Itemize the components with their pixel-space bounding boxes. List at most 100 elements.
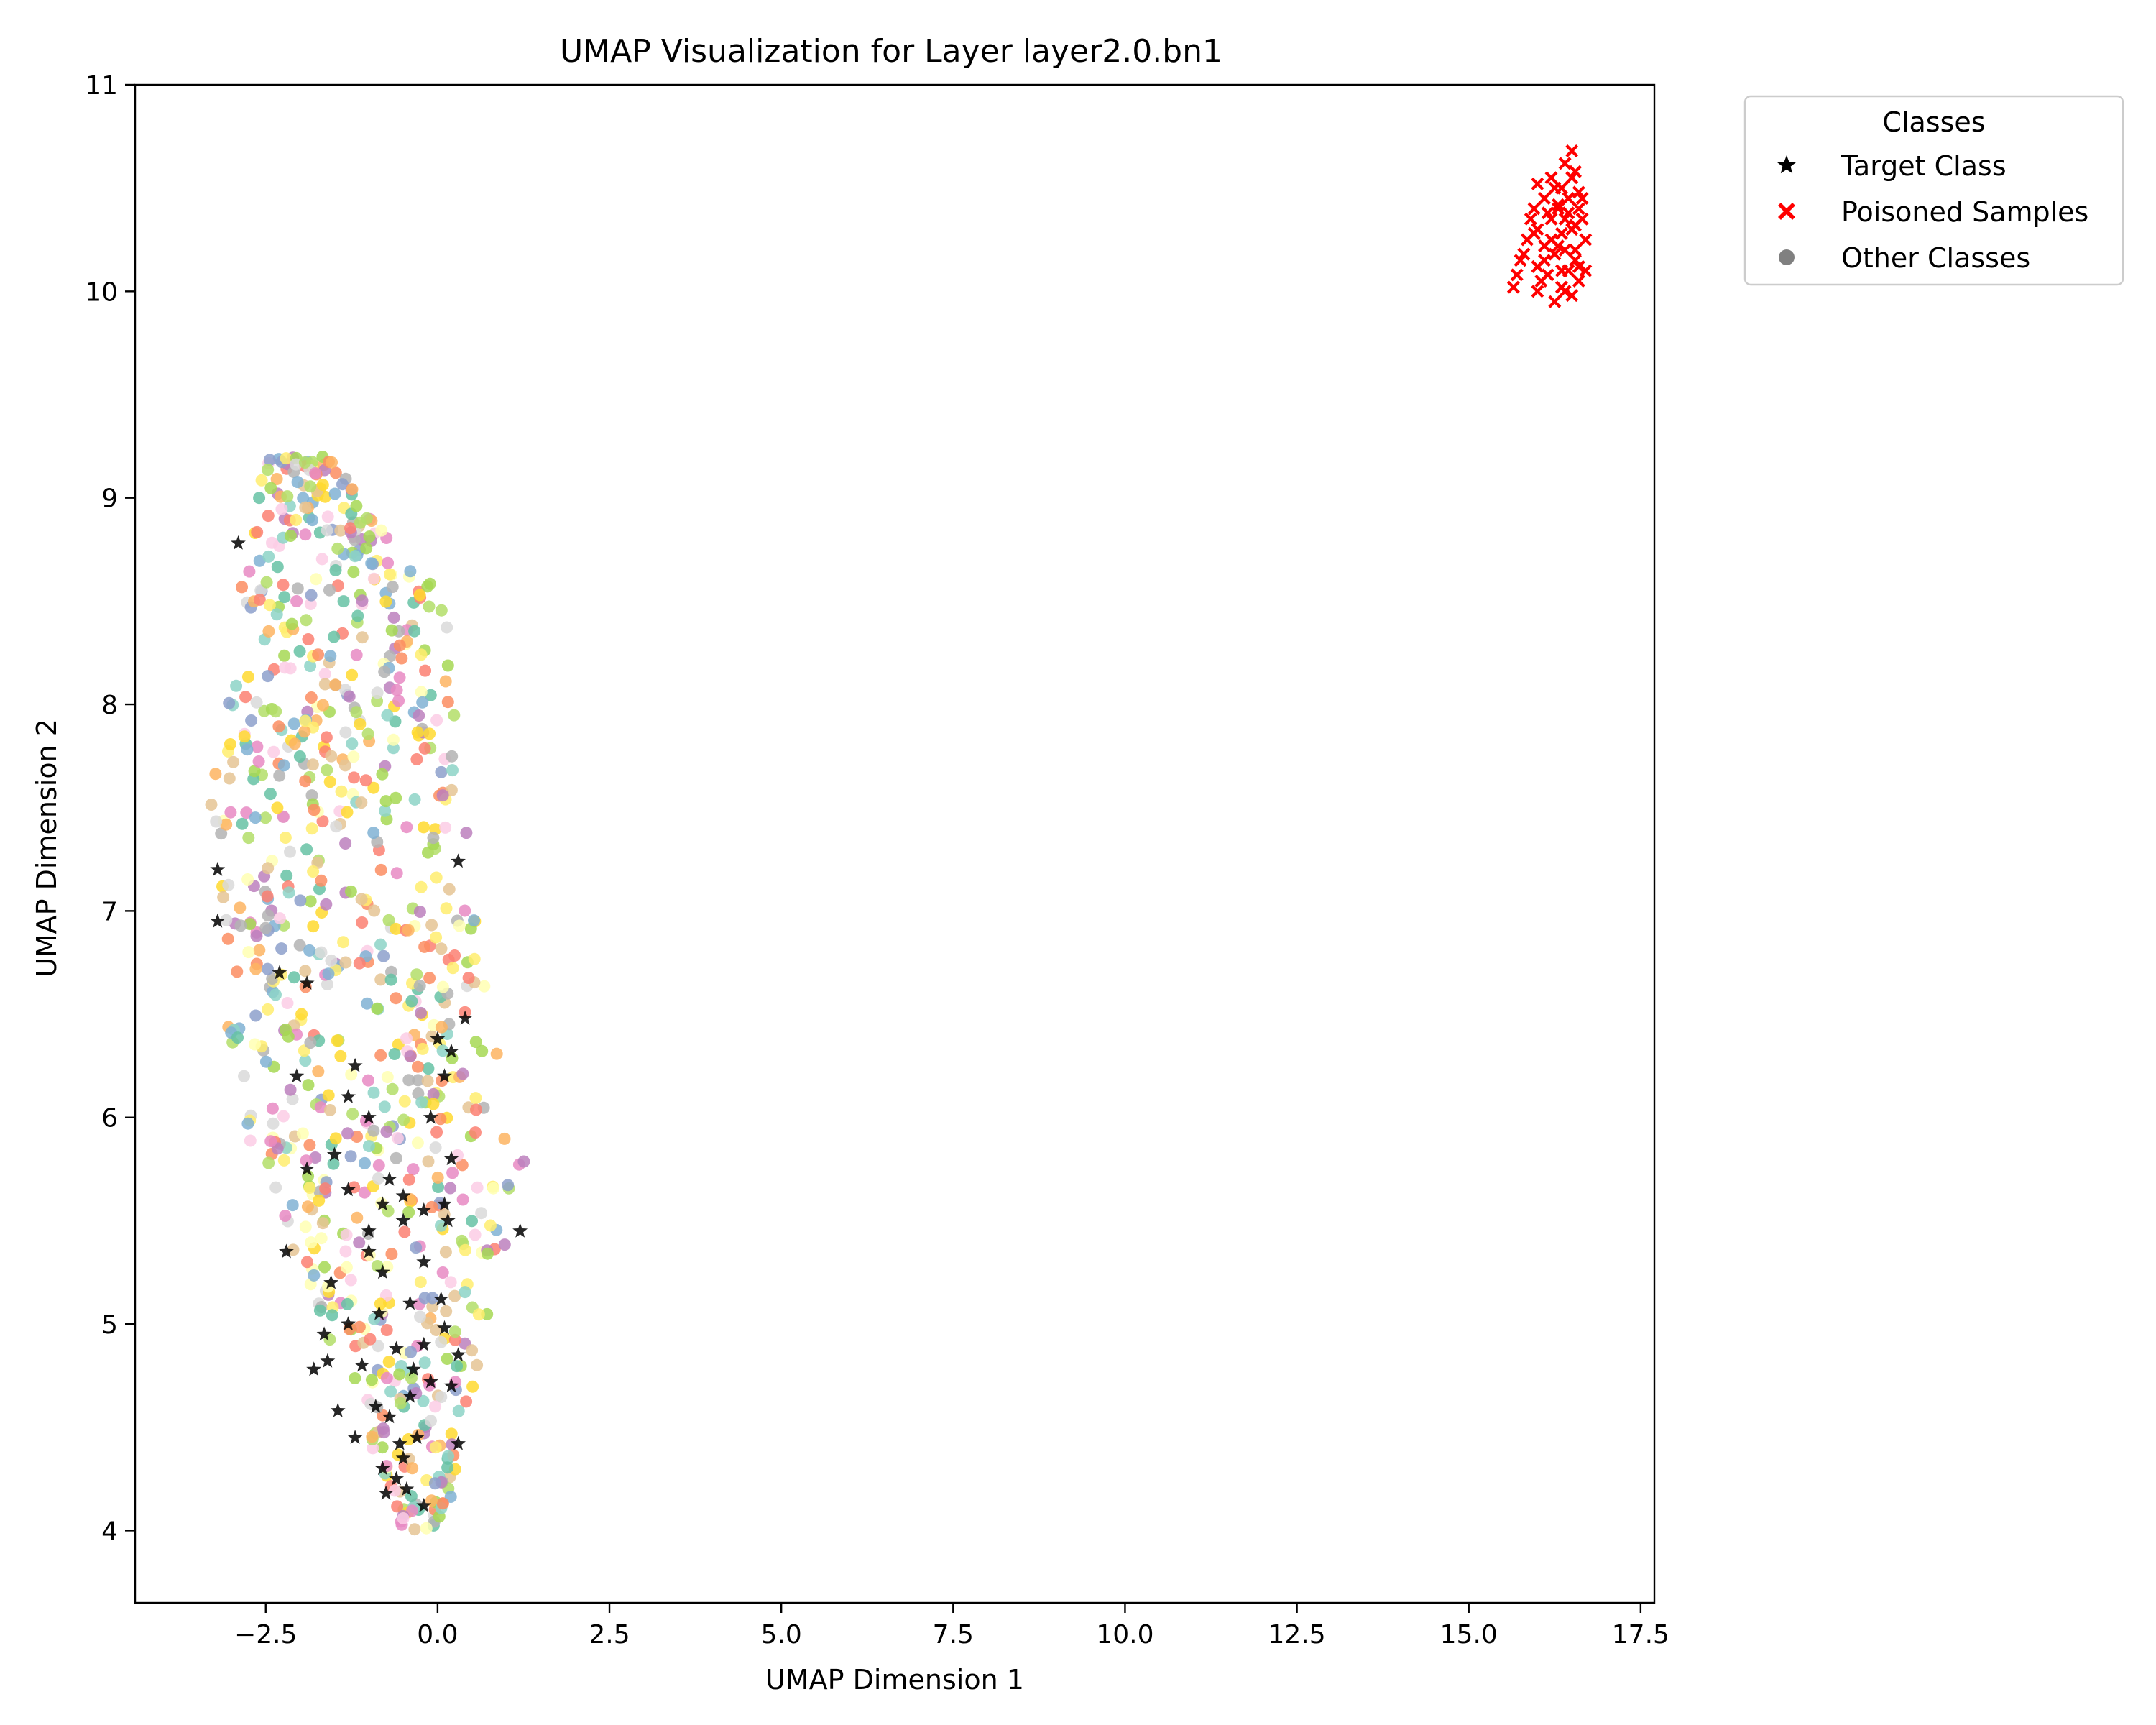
- poisoned-sample-point: [1548, 295, 1562, 308]
- other-class-point: [390, 867, 403, 880]
- target-class-point: [443, 1151, 459, 1166]
- other-class-point: [322, 1089, 335, 1102]
- other-class-point: [361, 727, 374, 740]
- other-class-point: [249, 1038, 261, 1051]
- other-class-point: [426, 1292, 439, 1305]
- other-class-point: [245, 714, 258, 727]
- other-class-point: [393, 1368, 406, 1381]
- other-class-point: [343, 690, 356, 703]
- target-class-point: [320, 1353, 336, 1368]
- target-class-point: [374, 1460, 390, 1476]
- other-class-point: [249, 962, 262, 975]
- other-class-point: [337, 936, 350, 949]
- other-class-point: [398, 1225, 411, 1238]
- poisoned-sample-point: [1565, 223, 1579, 236]
- other-class-point: [469, 1126, 482, 1139]
- other-class-point: [323, 584, 336, 597]
- other-class-point: [348, 771, 360, 784]
- x-tick-label: 5.0: [761, 1620, 802, 1650]
- other-class-point: [456, 1159, 469, 1172]
- other-class-point: [414, 1310, 426, 1323]
- other-class-point: [368, 904, 381, 917]
- other-class-point: [407, 1163, 420, 1176]
- other-class-point: [435, 942, 448, 955]
- other-class-point: [326, 456, 338, 469]
- poisoned-sample-point: [1527, 226, 1541, 240]
- other-class-point: [446, 764, 459, 777]
- other-class-point: [297, 492, 310, 505]
- other-class-point: [326, 1309, 338, 1322]
- other-class-point: [251, 525, 264, 538]
- other-class-point: [299, 528, 312, 541]
- other-class-point: [244, 918, 257, 931]
- other-class-point: [223, 696, 236, 709]
- target-class-point: [457, 1010, 473, 1025]
- poisoned-sample-point: [1538, 254, 1551, 267]
- y-tick-label: 10: [85, 277, 118, 307]
- other-class-point: [284, 1083, 297, 1096]
- poisoned-sample-point: [1527, 202, 1541, 216]
- other-class-point: [304, 895, 317, 908]
- other-class-point: [354, 717, 367, 730]
- other-class-point: [425, 1414, 437, 1427]
- other-class-point: [262, 510, 275, 523]
- other-class-point: [459, 904, 471, 917]
- other-class-point: [441, 1353, 453, 1365]
- y-tick-label: 7: [101, 897, 118, 926]
- other-class-point: [410, 1241, 423, 1254]
- other-class-point: [305, 691, 318, 704]
- other-class-point: [270, 1181, 282, 1194]
- other-class-point: [262, 550, 275, 563]
- other-class-point: [423, 600, 436, 613]
- other-class-point: [261, 962, 274, 975]
- other-class-point: [267, 745, 280, 758]
- x-axis-label: UMAP Dimension 1: [765, 1664, 1024, 1696]
- other-class-point: [408, 793, 421, 806]
- target-class-point: [372, 1305, 387, 1320]
- other-class-point: [264, 788, 277, 801]
- other-class-point: [408, 625, 421, 638]
- other-class-point: [400, 821, 413, 834]
- other-class-point: [466, 1380, 479, 1393]
- target-class-point: [402, 1295, 418, 1310]
- other-class-point: [372, 1159, 385, 1172]
- other-class-point: [320, 731, 333, 744]
- target-class-point: [306, 1361, 322, 1376]
- other-class-point: [362, 1140, 375, 1153]
- target-class-point: [437, 1196, 452, 1211]
- other-class-point: [290, 513, 303, 526]
- poisoned-sample-point: [1575, 212, 1589, 226]
- other-class-point: [390, 684, 403, 696]
- other-class-point: [238, 730, 251, 743]
- poisoned-sample-point: [1579, 233, 1593, 247]
- other-class-point: [471, 1181, 484, 1194]
- other-class-point: [441, 696, 454, 709]
- other-class-point: [402, 924, 415, 937]
- other-class-point: [402, 1173, 415, 1186]
- other-class-point: [321, 763, 333, 776]
- other-class-point: [259, 1055, 272, 1068]
- target-class-point: [512, 1223, 528, 1238]
- target-class-point: [316, 1326, 332, 1341]
- other-class-point: [304, 598, 317, 610]
- target-class-point: [354, 1357, 370, 1372]
- plot-area: [134, 83, 1656, 1604]
- other-class-point: [436, 1266, 449, 1279]
- poisoned-sample-point: [1548, 247, 1562, 261]
- other-class-point: [299, 714, 312, 727]
- other-class-point: [220, 818, 233, 831]
- other-class-point: [308, 804, 321, 816]
- other-class-point: [375, 524, 388, 537]
- poisoned-sample-point: [1531, 285, 1544, 298]
- other-class-point: [380, 1371, 393, 1384]
- y-tick-label: 11: [85, 71, 118, 101]
- target-class-point: [299, 1161, 315, 1176]
- x-tick-label: 0.0: [417, 1620, 458, 1650]
- other-class-point: [242, 946, 255, 959]
- legend-label-other-classes: Other Classes: [1841, 242, 2030, 274]
- other-class-point: [240, 806, 253, 819]
- other-class-point: [436, 1497, 449, 1510]
- other-class-point: [382, 1356, 395, 1368]
- other-class-point: [304, 1036, 317, 1049]
- other-class-point: [273, 912, 286, 925]
